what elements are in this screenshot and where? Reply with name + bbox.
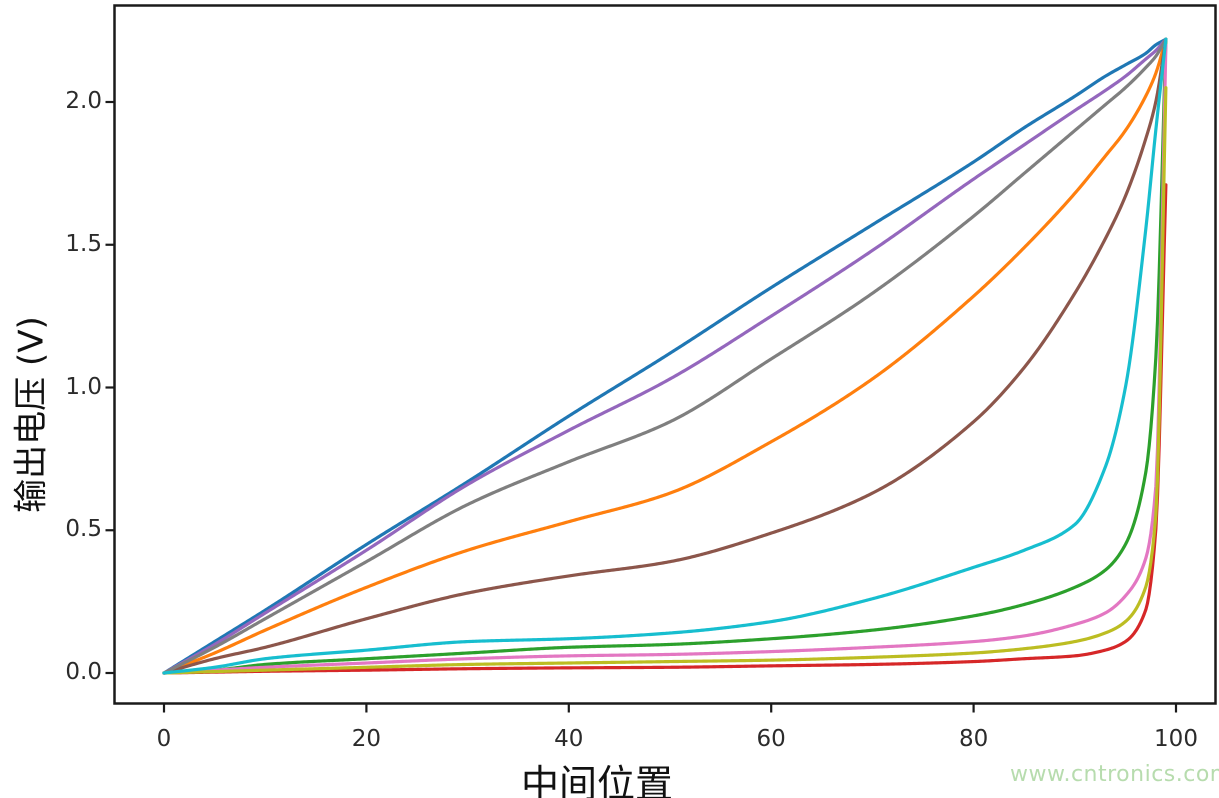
x-axis-label-text: 中间位置: [520, 762, 673, 798]
curve-purple: [162, 37, 1168, 675]
curve-olive: [162, 86, 1168, 675]
x-tick-label: 40: [554, 726, 584, 752]
y-tick-label: 1.5: [65, 230, 102, 257]
y-tick-label: 2.0: [65, 88, 102, 114]
curve-pink: [162, 43, 1168, 675]
curve-gray: [162, 37, 1168, 675]
curve-red: [162, 183, 1168, 675]
watermark: www.cntronics.com: [1010, 762, 1219, 787]
y-tick-label: 0.0: [65, 659, 102, 685]
curve-blue-linear: [162, 37, 1168, 675]
x-tick-label: 60: [756, 726, 786, 752]
y-tick-label: 0.5: [65, 516, 102, 543]
curve-green: [162, 37, 1168, 675]
x-tick-label: 80: [958, 726, 989, 752]
x-tick-label: 100: [1154, 726, 1198, 752]
x-tick-label: 20: [351, 726, 382, 752]
x-tick-label: 0: [156, 726, 172, 752]
curve-orange: [162, 37, 1168, 675]
watermark-text: www.cntronics.com: [1010, 762, 1219, 787]
y-tick-label: 1.0: [65, 373, 102, 400]
curve-cyan: [162, 37, 1168, 675]
x-axis-label: 中间位置: [447, 753, 747, 798]
y-axis-label-text: 输出电压 (V): [11, 316, 52, 513]
curve-brown: [162, 37, 1168, 675]
